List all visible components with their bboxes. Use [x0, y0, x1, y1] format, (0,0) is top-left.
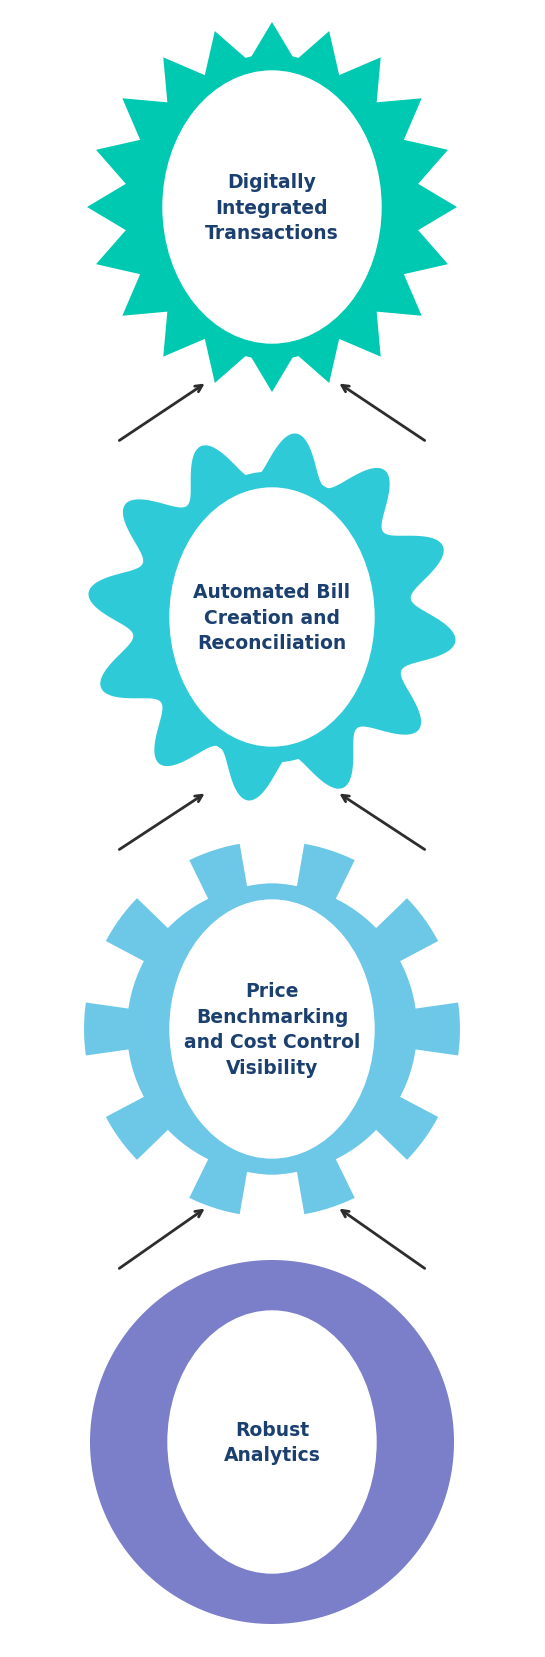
Text: Price
Benchmarking
and Cost Control
Visibility: Price Benchmarking and Cost Control Visi… [184, 981, 360, 1077]
Polygon shape [88, 434, 456, 800]
Ellipse shape [163, 71, 381, 343]
Ellipse shape [152, 1296, 392, 1589]
Ellipse shape [170, 900, 374, 1158]
Ellipse shape [147, 56, 397, 360]
Polygon shape [87, 23, 457, 393]
Ellipse shape [154, 885, 390, 1175]
Ellipse shape [168, 1311, 376, 1572]
Text: Digitally
Integrated
Transactions: Digitally Integrated Transactions [205, 172, 339, 244]
Ellipse shape [170, 489, 374, 747]
Text: Robust
Analytics: Robust Analytics [223, 1420, 320, 1465]
Polygon shape [90, 1261, 454, 1624]
Ellipse shape [154, 472, 390, 762]
Text: Automated Bill
Creation and
Reconciliation: Automated Bill Creation and Reconciliati… [193, 582, 350, 653]
Polygon shape [84, 845, 460, 1215]
